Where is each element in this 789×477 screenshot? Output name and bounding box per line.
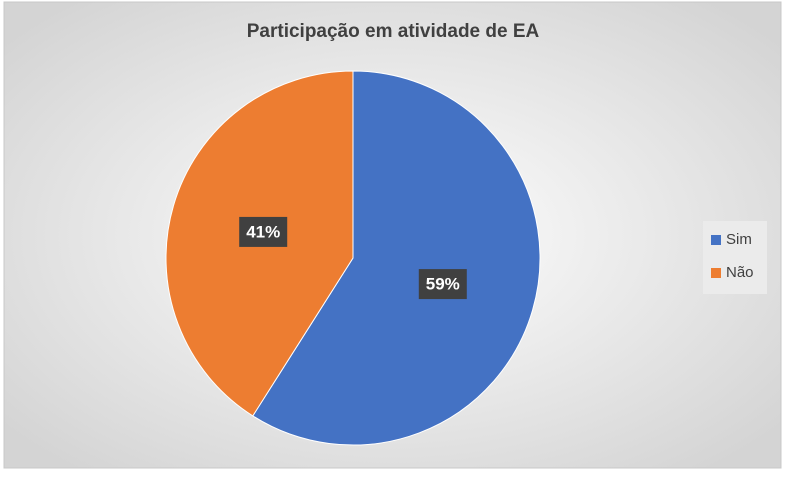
legend-swatch bbox=[711, 268, 721, 278]
legend-label: Sim bbox=[726, 231, 752, 248]
legend-label: Não bbox=[726, 264, 754, 281]
data-label: 41% bbox=[246, 222, 280, 241]
pie-slice bbox=[252, 70, 541, 446]
chart-title: Participação em atividade de EA bbox=[247, 21, 540, 42]
legend-box bbox=[703, 221, 767, 294]
data-label: 59% bbox=[426, 275, 460, 294]
legend-swatch bbox=[711, 235, 721, 245]
data-label-box bbox=[418, 269, 467, 300]
data-label-box bbox=[239, 216, 288, 247]
